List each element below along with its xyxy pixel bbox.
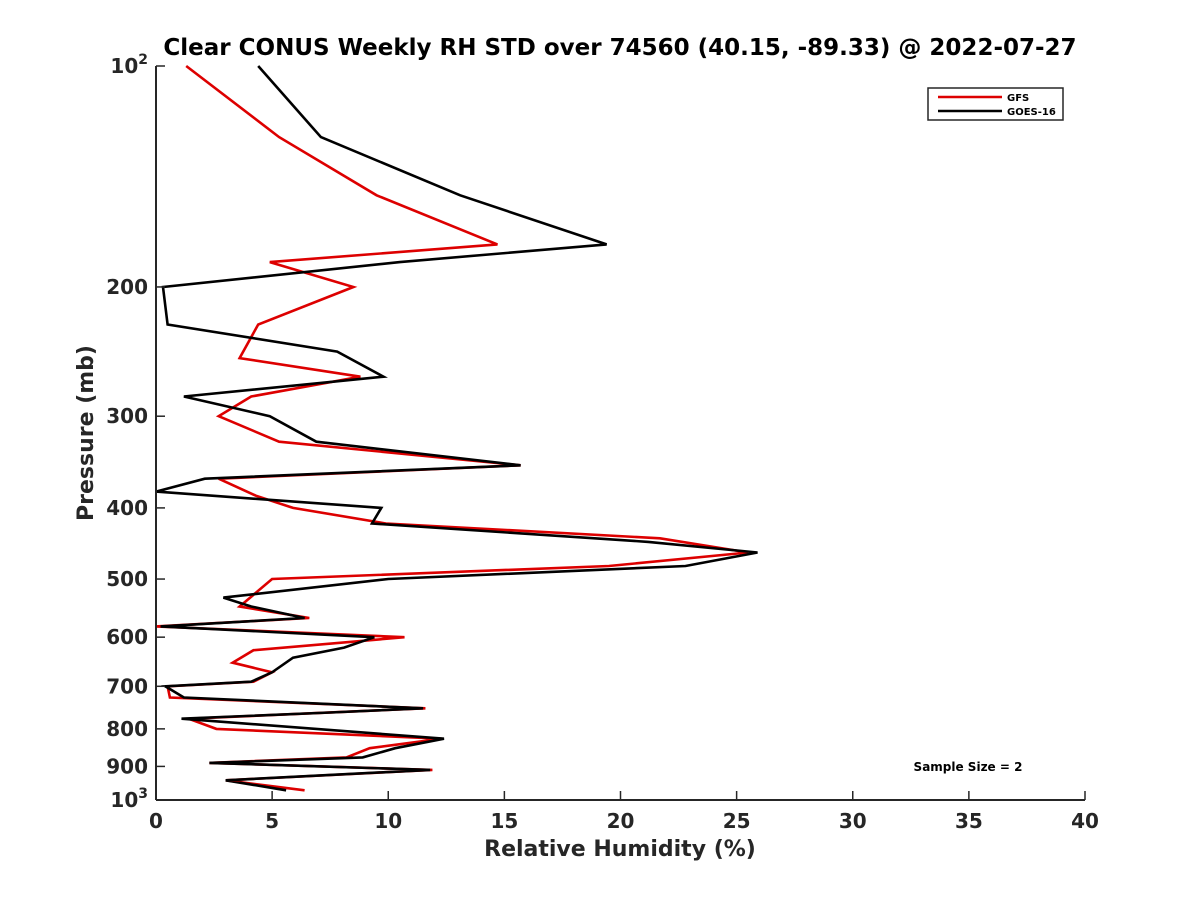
y-axis-ticks: 102 200 300 400 500 600 700 800 900 103 — [106, 52, 165, 812]
y-tick-label: 300 — [106, 404, 148, 428]
y-tick-label: 400 — [106, 496, 148, 520]
y-axis-title: Pressure (mb) — [74, 345, 99, 521]
series-layer — [155, 64, 758, 792]
y-tick-label: 700 — [106, 674, 148, 698]
y-tick-label: 900 — [106, 754, 148, 778]
x-tick-label: 20 — [607, 809, 635, 833]
x-axis-ticks: 0 5 10 15 20 25 30 35 40 — [149, 791, 1099, 833]
plot-area: 0 5 10 15 20 25 30 35 40 102 200 300 400 500 600 700 80… — [106, 52, 1099, 833]
x-tick-label: 35 — [955, 809, 983, 833]
y-tick-label: 103 — [110, 786, 148, 812]
legend-label-goes16: GOES-16 — [1007, 107, 1056, 118]
x-tick-label: 30 — [839, 809, 867, 833]
legend: GFS GOES-16 — [927, 87, 1064, 121]
x-tick-label: 15 — [490, 809, 518, 833]
x-tick-label: 5 — [265, 809, 279, 833]
x-tick-label: 0 — [149, 809, 163, 833]
series-line-goes16 — [155, 65, 758, 792]
y-tick-label: 200 — [106, 275, 148, 299]
y-tick-label: 500 — [106, 567, 148, 591]
y-tick-label: 102 — [110, 52, 148, 78]
sample-size-annotation: Sample Size = 2 — [914, 760, 1023, 774]
x-tick-label: 40 — [1071, 809, 1099, 833]
x-axis-title: Relative Humidity (%) — [484, 837, 756, 862]
y-tick-label: 600 — [106, 625, 148, 649]
x-tick-label: 25 — [723, 809, 751, 833]
chart-title: Clear CONUS Weekly RH STD over 74560 (40… — [163, 35, 1076, 61]
legend-box — [927, 87, 1064, 121]
y-tick-label: 800 — [106, 717, 148, 741]
series-line-gfs — [155, 64, 749, 792]
legend-label-gfs: GFS — [1007, 93, 1029, 104]
x-tick-label: 10 — [374, 809, 402, 833]
